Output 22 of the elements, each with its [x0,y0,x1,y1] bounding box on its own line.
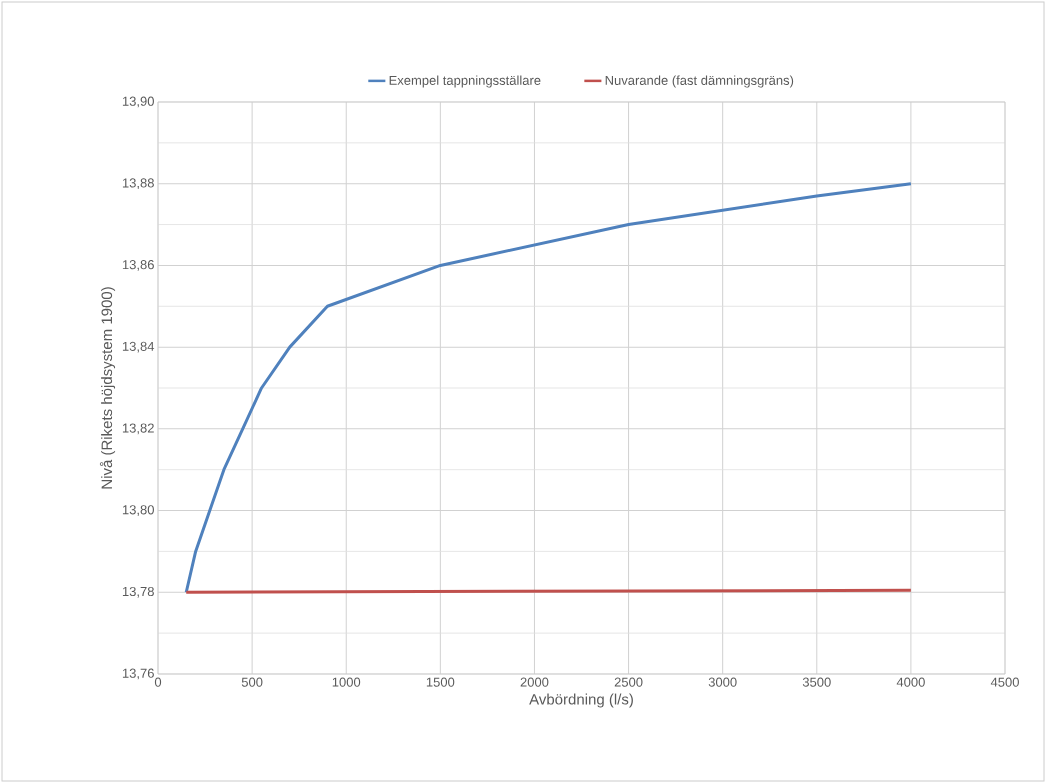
y-tick-label: 13,84 [122,341,155,353]
x-tick-label: 1500 [426,677,455,687]
x-axis-title: Avbördning (l/s) [529,693,633,708]
y-tick-label: 13,82 [122,423,154,435]
y-axis-title: Nivå (Rikets höjdsystem 1900) [99,287,116,489]
x-tick-label: 3000 [708,677,737,687]
y-tick-label: 13,88 [122,178,154,190]
y-tick-label: 13,86 [122,260,154,271]
x-tick-label: 2500 [614,677,643,687]
x-tick-label: 1000 [332,677,361,687]
y-tick-label: 13,78 [122,586,154,598]
legend-label: Nuvarande (fast dämningsgräns) [605,75,794,88]
x-tick-label: 0 [154,677,162,687]
legend-label: Exempel tappningsställare [389,75,541,88]
y-tick-label: 13,90 [122,96,154,108]
x-tick-label: 2000 [520,677,549,687]
x-tick-label: 4000 [896,677,925,687]
x-tick-label: 3500 [802,677,831,687]
x-tick-label: 500 [241,677,263,687]
x-tick-label: 4500 [990,677,1019,687]
y-tick-label: 13,80 [122,505,154,516]
y-tick-label: 13,76 [122,668,154,680]
